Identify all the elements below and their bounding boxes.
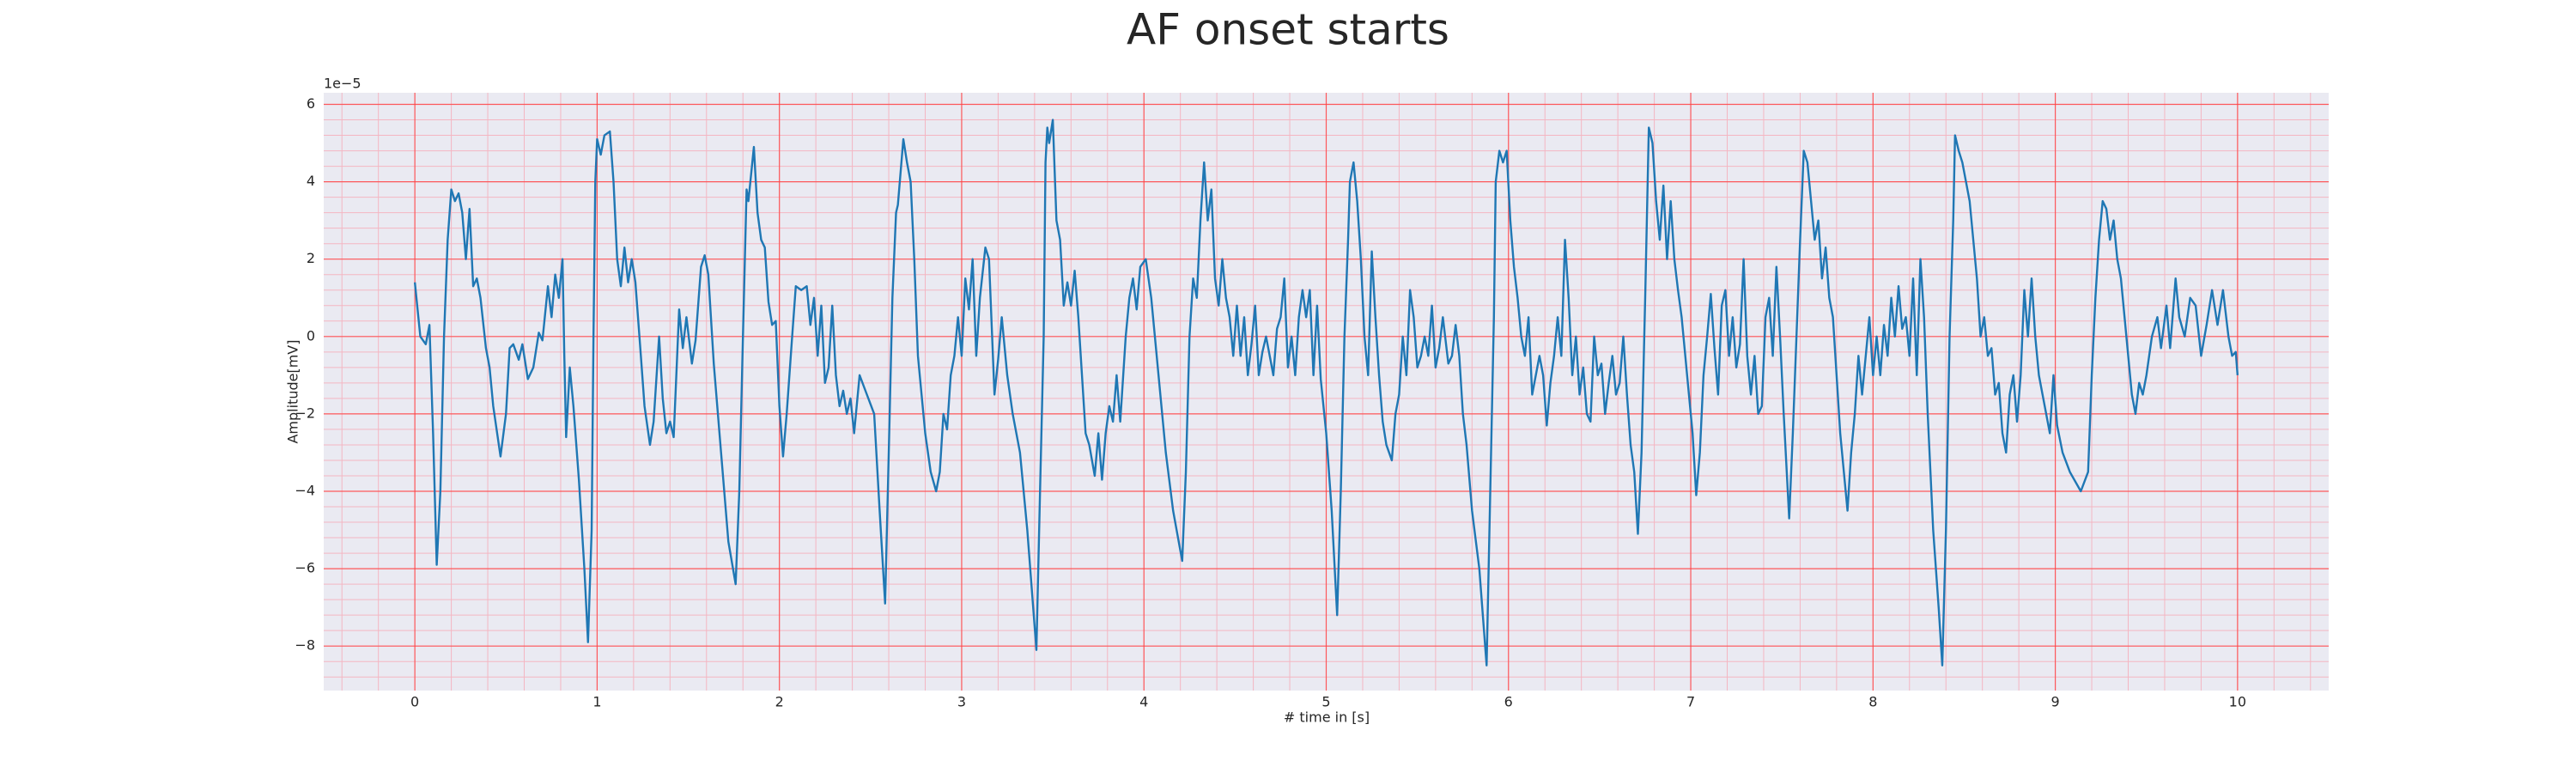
x-tick-label: 1 (592, 694, 601, 710)
x-tick-label: 4 (1139, 694, 1148, 710)
y-axis-label: Amplitude[mV] (285, 339, 301, 443)
y-tick-label: −6 (295, 560, 315, 576)
x-tick-label: 8 (1868, 694, 1877, 710)
signal-line (413, 119, 2239, 666)
y-tick-label: −2 (295, 405, 315, 421)
x-tick-label: 9 (2050, 694, 2059, 710)
y-offset-label: 1e−5 (324, 76, 361, 92)
x-tick-label: 3 (957, 694, 966, 710)
chart-title: AF onset starts (1127, 5, 1449, 55)
y-tick-label: 2 (307, 250, 315, 266)
y-tick-label: 4 (307, 173, 315, 189)
x-axis-label: # time in [s] (1284, 709, 1370, 726)
x-tick-label: 6 (1504, 694, 1513, 710)
y-tick-label: 0 (307, 327, 315, 344)
x-tick-label: 10 (2229, 694, 2246, 710)
plot-area (324, 93, 2329, 691)
x-tick-label: 2 (775, 694, 784, 710)
x-tick-label: 0 (410, 694, 419, 710)
y-tick-label: −8 (295, 637, 315, 654)
x-tick-label: 5 (1321, 694, 1330, 710)
y-tick-label: 6 (307, 95, 315, 112)
x-tick-label: 7 (1686, 694, 1695, 710)
y-tick-label: −4 (295, 483, 315, 499)
